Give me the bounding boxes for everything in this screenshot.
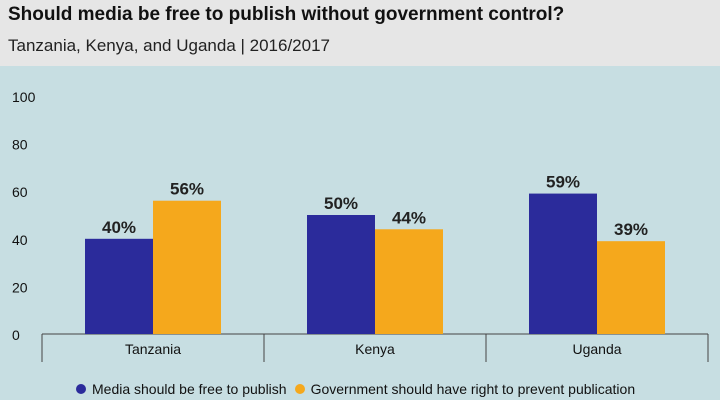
bar-2-tanzania: [153, 200, 221, 334]
bar-1-uganda: [529, 193, 597, 334]
legend-label-series-1: Media should be free to publish: [92, 381, 287, 397]
y-tick-label: 20: [12, 279, 28, 295]
x-tick-label: Uganda: [572, 341, 621, 357]
legend-swatch-series-1: [76, 384, 86, 394]
bar-2-uganda: [597, 241, 665, 334]
y-tick-label: 80: [12, 137, 28, 153]
legend-label-series-2: Government should have right to prevent …: [310, 381, 636, 397]
y-tick-label: 0: [12, 327, 20, 343]
legend-item-series-2: Government should have right to prevent …: [294, 381, 636, 397]
bar-1-tanzania: [85, 238, 153, 334]
bar-value-label: 50%: [324, 194, 358, 213]
x-tick-label: Tanzania: [125, 341, 181, 357]
bar-value-label: 56%: [170, 180, 204, 199]
y-tick-label: 40: [12, 232, 28, 248]
bar-2-kenya: [375, 229, 443, 334]
legend-item-series-1: Media should be free to publish: [76, 381, 287, 397]
bar-1-kenya: [307, 215, 375, 334]
bar-chart: 0 20 40 60 80 100 40% 56% Tanzania 50% 44% Kenya 59%…: [12, 89, 709, 362]
y-tick-label: 60: [12, 184, 28, 200]
bar-value-label: 39%: [614, 220, 648, 239]
chart-legend: Media should be free to publish Governme…: [76, 379, 643, 399]
legend-swatch-series-2: [294, 384, 305, 394]
bar-value-label: 59%: [546, 173, 580, 192]
chart-header: Should media be free to publish without …: [0, 0, 720, 66]
chart-title: Should media be free to publish without …: [8, 4, 565, 25]
x-tick-label: Kenya: [355, 341, 395, 357]
bar-value-label: 40%: [102, 218, 136, 237]
chart-subtitle: Tanzania, Kenya, and Uganda | 2016/2017: [8, 36, 331, 55]
y-tick-label: 100: [12, 89, 36, 105]
bar-value-label: 44%: [392, 208, 426, 227]
